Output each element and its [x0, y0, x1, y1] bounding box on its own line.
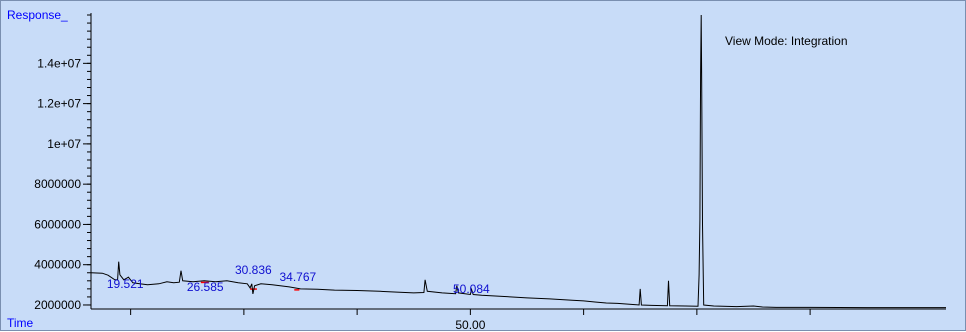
y-tick-label: 2000000 [34, 298, 81, 312]
y-axis: 2000000 4000000 6000000 8000000 1e+07 1.2e+07… [34, 13, 92, 312]
peak-labels: 19.521 26.585 30.836 34.767 50.084 [107, 263, 490, 296]
signal-trace [90, 14, 946, 309]
peak-label: 34.767 [280, 270, 317, 284]
y-tick-label: 1.4e+07 [37, 56, 81, 70]
x-axis-title: Time [7, 316, 34, 330]
view-mode-annotation: View Mode: Integration [725, 34, 848, 48]
y-axis-title: Response_ [7, 8, 68, 22]
x-tick-label: 50.00 [455, 318, 485, 332]
y-tick-label: 8000000 [34, 177, 81, 191]
peak-label: 50.084 [453, 282, 490, 296]
y-tick-label: 1e+07 [47, 137, 81, 151]
y-tick-label: 1.2e+07 [37, 97, 81, 111]
peak-label: 26.585 [187, 280, 224, 294]
peak-label: 19.521 [107, 277, 144, 291]
peak-label: 30.836 [235, 263, 272, 277]
x-axis: 50.00 [91, 308, 946, 332]
y-tick-label: 6000000 [34, 217, 81, 231]
y-tick-label: 4000000 [34, 258, 81, 272]
